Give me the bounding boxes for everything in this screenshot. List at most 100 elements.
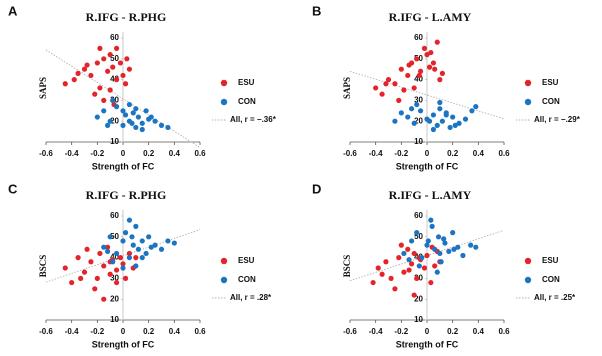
- x-tick-label: 0.4: [169, 149, 181, 158]
- x-tick-label: -0.6: [39, 149, 53, 158]
- point: [133, 255, 139, 261]
- x-tick-label: -0.4: [65, 327, 79, 336]
- x-tick-label: -0.6: [343, 149, 357, 158]
- point: [107, 87, 113, 93]
- x-tick-label: 0.2: [447, 327, 459, 336]
- y-axis-label: SAPS: [342, 77, 352, 99]
- point: [388, 275, 394, 281]
- point: [411, 85, 417, 91]
- y-tick-label: 50: [110, 54, 119, 63]
- point: [396, 255, 402, 261]
- point: [105, 68, 111, 74]
- point: [126, 66, 133, 72]
- legend-fit-label: All, r = −.36*: [230, 115, 277, 124]
- panel: A R.IFG - R.PHG -0.6 -0.4 -0.2 0 0.2 0.4 0.6 10 20…: [8, 3, 277, 171]
- point: [133, 124, 139, 131]
- point: [398, 66, 404, 72]
- y-tick-label: 10: [110, 315, 119, 324]
- point: [94, 60, 100, 66]
- chart-title: R.IFG - L.AMY: [389, 188, 472, 202]
- y-tick-label: 10: [414, 137, 423, 146]
- point: [411, 292, 417, 298]
- point: [139, 120, 145, 126]
- x-tick-label: -0.6: [39, 327, 53, 336]
- point: [414, 101, 420, 108]
- point: [373, 85, 379, 91]
- x-tick-label: 0.6: [194, 327, 206, 336]
- point: [110, 259, 116, 265]
- x-tick-label: 0.2: [447, 149, 459, 158]
- y-tick-label: 60: [110, 211, 119, 220]
- point: [101, 108, 107, 114]
- point: [113, 267, 120, 273]
- panel-label: D: [312, 181, 321, 196]
- point: [92, 91, 98, 97]
- legend-marker: [524, 276, 532, 284]
- x-tick-label: 0: [121, 149, 126, 158]
- point: [425, 238, 431, 244]
- point: [107, 234, 113, 240]
- point: [120, 72, 126, 79]
- point: [133, 263, 139, 269]
- point: [439, 118, 445, 124]
- legend-marker: [220, 98, 228, 106]
- point: [117, 255, 124, 261]
- y-tick-label: 40: [414, 75, 423, 84]
- legend-marker: [524, 257, 532, 265]
- point: [406, 62, 412, 68]
- x-tick-label: 0.6: [194, 149, 206, 158]
- point: [416, 263, 422, 269]
- legend-label: CON: [238, 97, 256, 106]
- point: [148, 244, 154, 250]
- legend-label: ESU: [542, 256, 559, 265]
- point: [442, 240, 448, 246]
- x-axis-label: Strength of FC: [396, 339, 459, 349]
- legend-label: CON: [542, 97, 560, 106]
- point: [432, 246, 438, 252]
- legend-label: ESU: [542, 78, 559, 87]
- point: [419, 255, 425, 261]
- point: [473, 244, 479, 250]
- panel: D R.IFG - L.AMY -0.6 -0.4 -0.2 0 0.2 0.4 0.6 10 20…: [312, 181, 576, 349]
- point: [460, 252, 466, 259]
- point: [450, 230, 456, 236]
- point: [432, 263, 438, 269]
- panel-label: C: [8, 181, 18, 196]
- point: [438, 259, 444, 265]
- point: [88, 72, 94, 79]
- y-tick-label: 60: [414, 211, 423, 220]
- x-tick-label: -0.4: [65, 149, 79, 158]
- point: [414, 275, 420, 281]
- point: [133, 223, 139, 229]
- y-axis-label: SAPS: [38, 77, 48, 99]
- point: [392, 118, 398, 124]
- point: [81, 269, 88, 275]
- point: [428, 49, 434, 56]
- y-tick-label: 60: [414, 33, 423, 42]
- point: [370, 279, 376, 286]
- y-axis-label: BSCS: [342, 255, 352, 278]
- point: [375, 265, 381, 271]
- point: [437, 77, 443, 83]
- point: [437, 250, 443, 257]
- point: [105, 244, 111, 250]
- point: [105, 248, 111, 254]
- point: [78, 275, 84, 281]
- point: [462, 116, 469, 122]
- y-tick-label: 20: [414, 294, 423, 303]
- point: [139, 238, 145, 244]
- point: [88, 259, 94, 265]
- point: [417, 68, 424, 74]
- point: [428, 279, 434, 286]
- point: [447, 124, 453, 131]
- point: [439, 70, 445, 76]
- point: [120, 265, 126, 271]
- y-tick-label: 50: [414, 232, 423, 241]
- point: [401, 250, 407, 257]
- point: [113, 250, 120, 257]
- point: [113, 77, 120, 83]
- point: [414, 56, 420, 62]
- x-tick-label: -0.2: [394, 327, 408, 336]
- point: [94, 275, 100, 281]
